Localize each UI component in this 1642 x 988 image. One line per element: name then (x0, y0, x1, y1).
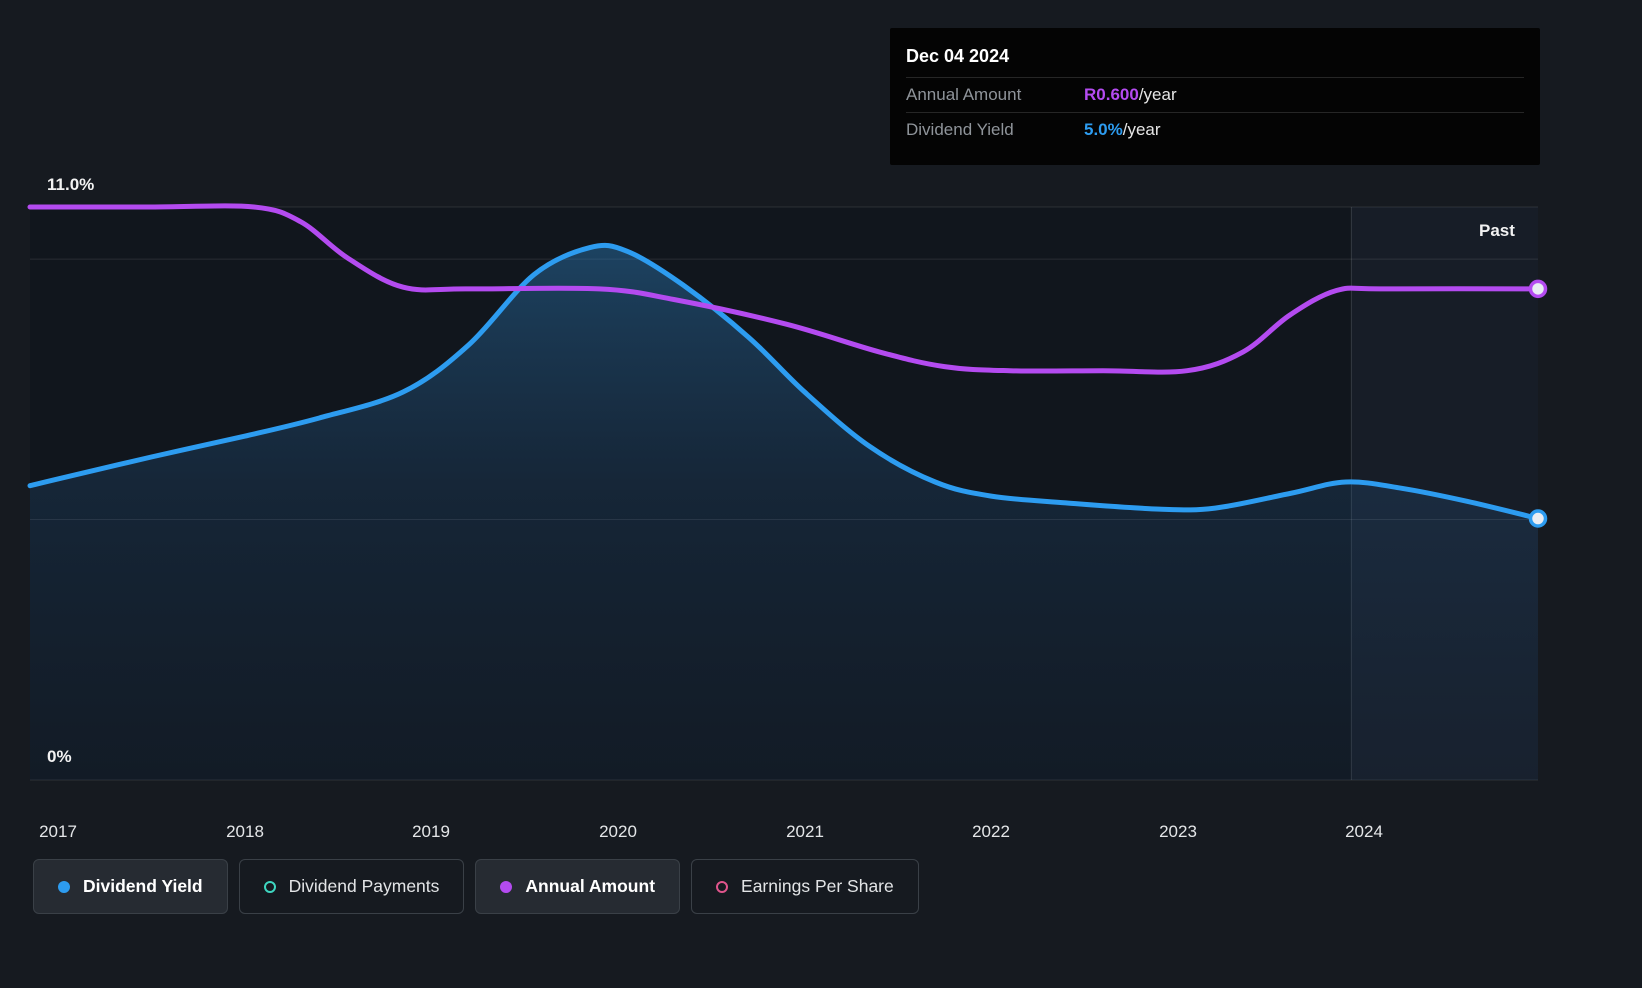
tooltip-row-annual-amount: Annual Amount R0.600/year (906, 77, 1524, 112)
annual-amount-dot-icon (500, 880, 513, 893)
legend-label: Dividend Yield (83, 876, 203, 896)
y-axis-label-bottom: 0% (47, 747, 72, 766)
legend-label: Annual Amount (525, 876, 656, 896)
tooltip-row-dividend-yield: Dividend Yield 5.0%/year (906, 112, 1524, 147)
tooltip-value-dividend-yield: 5.0%/year (1084, 120, 1161, 139)
legend-item-earnings-per-share[interactable]: Earnings Per Share (691, 859, 919, 914)
legend: Dividend Yield Dividend Payments Annual … (33, 859, 919, 914)
legend-item-dividend-payments[interactable]: Dividend Payments (238, 859, 465, 914)
tooltip-label-annual-amount: Annual Amount (906, 85, 1022, 104)
tooltip-label-dividend-yield: Dividend Yield (906, 120, 1014, 139)
legend-item-annual-amount[interactable]: Annual Amount (475, 859, 681, 914)
tooltip-value-annual-amount: R0.600/year (1084, 85, 1177, 104)
earnings-per-share-circle-icon (716, 880, 729, 893)
past-label: Past (1479, 221, 1515, 240)
legend-item-dividend-yield[interactable]: Dividend Yield (33, 859, 228, 914)
chart-tooltip: Dec 04 2024 Annual Amount R0.600/year Di… (890, 28, 1540, 165)
legend-label: Dividend Payments (288, 876, 440, 896)
dividend-yield-dot-icon (58, 880, 70, 893)
y-axis-label-top: 11.0% (47, 175, 95, 194)
tooltip-date: Dec 04 2024 (906, 46, 1010, 66)
dividend-payments-circle-icon (263, 880, 276, 893)
legend-label: Earnings Per Share (741, 876, 894, 896)
